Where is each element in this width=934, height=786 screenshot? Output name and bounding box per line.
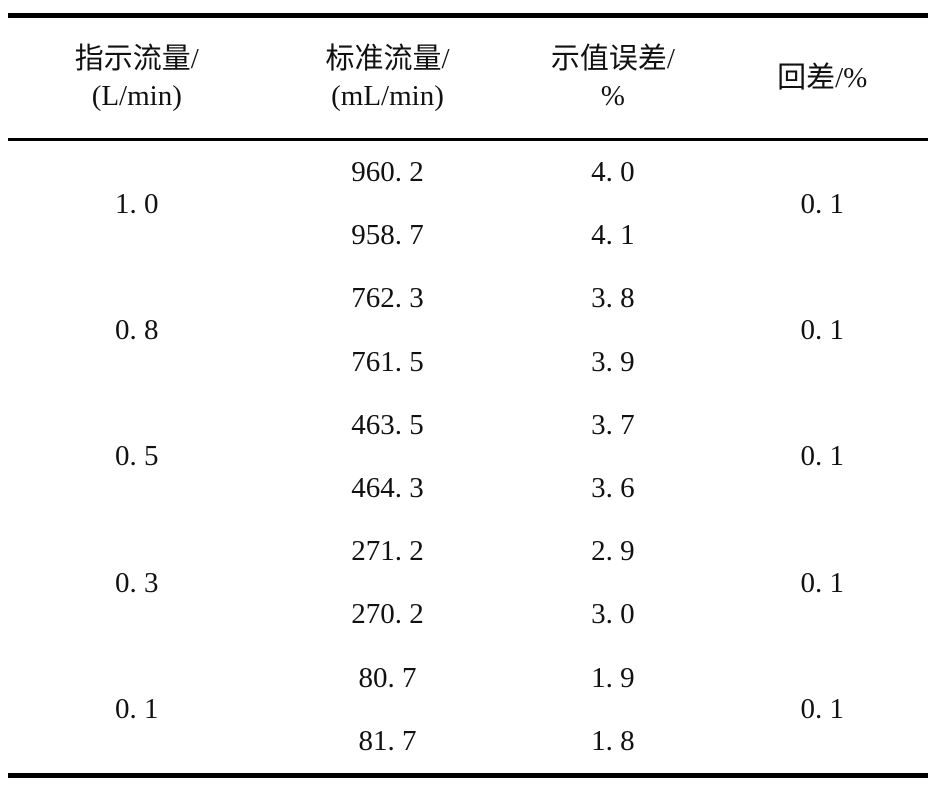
indication-error-cell: 3. 7 3. 6 bbox=[509, 394, 716, 520]
table-header-row: 指示流量/ (L/min) 标准流量/ (mL/min) 示值误差/ % 回差/… bbox=[8, 18, 928, 138]
header-indicated-flow-title: 指示流量/ bbox=[74, 43, 199, 75]
table-body: 1. 0 960. 2 958. 7 4. 0 4. 1 0. 1 0. 8 7… bbox=[8, 141, 928, 773]
standard-flow-value: 270. 2 bbox=[351, 598, 424, 631]
header-indicated-flow-unit: (L/min) bbox=[91, 80, 182, 112]
indication-error-value: 3. 0 bbox=[591, 598, 635, 631]
standard-flow-cell: 762. 3 761. 5 bbox=[266, 267, 510, 393]
indication-error-value: 3. 7 bbox=[591, 408, 635, 441]
header-indication-error: 示值误差/ % bbox=[509, 18, 716, 138]
standard-flow-value: 762. 3 bbox=[351, 282, 424, 315]
standard-flow-cell: 960. 2 958. 7 bbox=[266, 141, 510, 267]
standard-flow-value: 80. 7 bbox=[358, 661, 417, 694]
indication-error-cell: 2. 9 3. 0 bbox=[509, 520, 716, 646]
standard-flow-value: 271. 2 bbox=[351, 535, 424, 568]
standard-flow-value: 81. 7 bbox=[358, 724, 417, 757]
indicated-flow-cell: 1. 0 bbox=[115, 187, 159, 220]
hysteresis-cell: 0. 1 bbox=[800, 187, 844, 220]
table-bottom-rule bbox=[8, 772, 928, 778]
table-row-group-1: 1. 0 960. 2 958. 7 4. 0 4. 1 0. 1 bbox=[8, 141, 928, 267]
indication-error-value: 3. 8 bbox=[591, 282, 635, 315]
standard-flow-cell: 271. 2 270. 2 bbox=[266, 520, 510, 646]
indication-error-cell: 4. 0 4. 1 bbox=[509, 141, 716, 267]
header-standard-flow: 标准流量/ (mL/min) bbox=[266, 18, 510, 138]
indicated-flow-cell: 0. 5 bbox=[115, 440, 159, 473]
indicated-flow-cell: 0. 3 bbox=[115, 566, 159, 599]
header-indicated-flow: 指示流量/ (L/min) bbox=[8, 18, 266, 138]
standard-flow-value: 463. 5 bbox=[351, 408, 424, 441]
header-hysteresis: 回差/% bbox=[716, 18, 928, 138]
indication-error-cell: 1. 9 1. 8 bbox=[509, 647, 716, 773]
hysteresis-cell: 0. 1 bbox=[800, 314, 844, 347]
indication-error-value: 4. 1 bbox=[591, 219, 635, 252]
indication-error-value: 3. 6 bbox=[591, 472, 635, 505]
calibration-results-table: 指示流量/ (L/min) 标准流量/ (mL/min) 示值误差/ % 回差/… bbox=[8, 13, 928, 778]
header-standard-flow-unit: (mL/min) bbox=[331, 80, 444, 112]
indication-error-value: 1. 9 bbox=[591, 661, 635, 694]
standard-flow-value: 761. 5 bbox=[351, 345, 424, 378]
table-row-group-3: 0. 5 463. 5 464. 3 3. 7 3. 6 0. 1 bbox=[8, 394, 928, 520]
header-indication-error-title: 示值误差/ bbox=[550, 43, 675, 75]
table-row-group-2: 0. 8 762. 3 761. 5 3. 8 3. 9 0. 1 bbox=[8, 267, 928, 393]
indication-error-value: 3. 9 bbox=[591, 345, 635, 378]
header-indication-error-unit: % bbox=[600, 80, 625, 112]
indicated-flow-cell: 0. 8 bbox=[115, 314, 159, 347]
standard-flow-value: 960. 2 bbox=[351, 156, 424, 189]
hysteresis-cell: 0. 1 bbox=[800, 440, 844, 473]
standard-flow-value: 464. 3 bbox=[351, 472, 424, 505]
hysteresis-cell: 0. 1 bbox=[800, 566, 844, 599]
indication-error-cell: 3. 8 3. 9 bbox=[509, 267, 716, 393]
standard-flow-cell: 463. 5 464. 3 bbox=[266, 394, 510, 520]
indication-error-value: 1. 8 bbox=[591, 724, 635, 757]
indication-error-value: 4. 0 bbox=[591, 156, 635, 189]
table-row-group-4: 0. 3 271. 2 270. 2 2. 9 3. 0 0. 1 bbox=[8, 520, 928, 646]
header-hysteresis-title: 回差/% bbox=[777, 61, 868, 94]
indication-error-value: 2. 9 bbox=[591, 535, 635, 568]
hysteresis-cell: 0. 1 bbox=[800, 693, 844, 726]
header-standard-flow-title: 标准流量/ bbox=[325, 43, 450, 75]
table-header-rule bbox=[8, 138, 928, 141]
standard-flow-value: 958. 7 bbox=[351, 219, 424, 252]
table-top-rule bbox=[8, 13, 928, 18]
table-row-group-5: 0. 1 80. 7 81. 7 1. 9 1. 8 0. 1 bbox=[8, 647, 928, 773]
indicated-flow-cell: 0. 1 bbox=[115, 693, 159, 726]
standard-flow-cell: 80. 7 81. 7 bbox=[266, 647, 510, 773]
